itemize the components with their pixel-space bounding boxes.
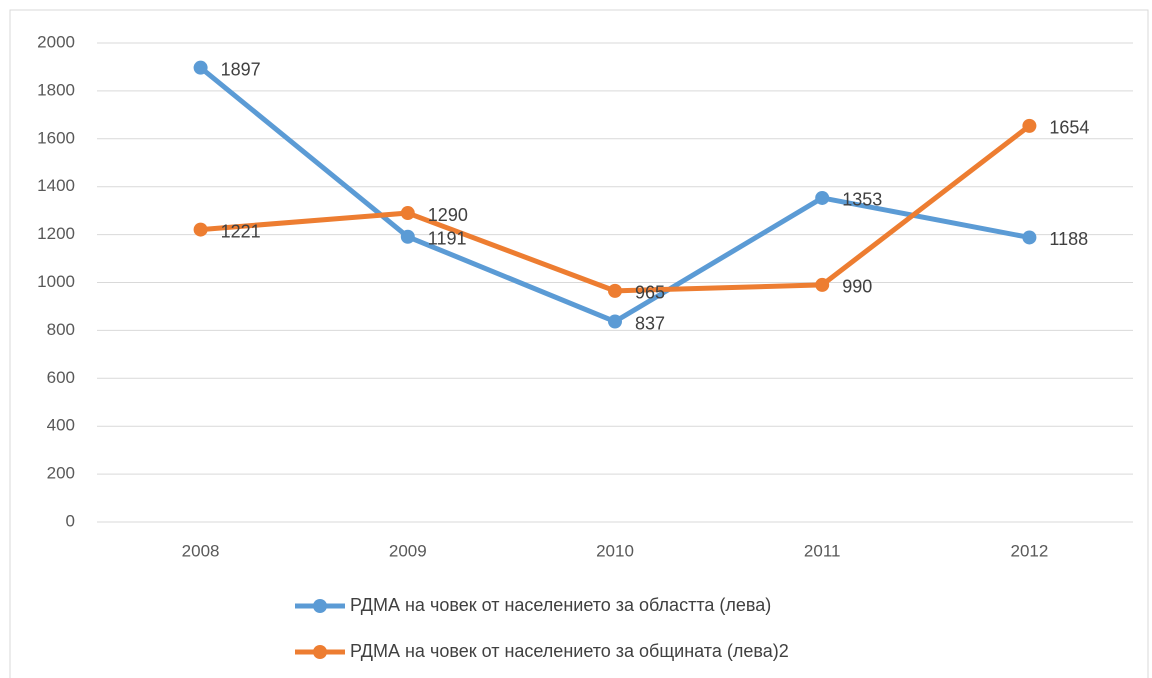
y-tick-label: 1200 (37, 224, 75, 243)
data-label: 1191 (428, 229, 467, 249)
y-tick-label: 1400 (37, 176, 75, 195)
y-tick-label: 1800 (37, 80, 75, 99)
data-label: 837 (635, 313, 665, 333)
data-label: 1897 (221, 59, 261, 79)
y-tick-label: 400 (47, 416, 75, 435)
data-label: 965 (635, 283, 665, 303)
data-label: 1290 (428, 205, 468, 225)
x-tick-label: 2009 (389, 541, 427, 560)
series-line (199, 65, 1030, 325)
y-tick-label: 0 (66, 511, 75, 530)
point (608, 283, 622, 298)
data-label: 1353 (842, 190, 882, 210)
point (193, 222, 208, 237)
y-tick-label: 2000 (37, 32, 75, 51)
point (1022, 230, 1037, 245)
point (193, 60, 208, 75)
legend-marker (313, 645, 327, 659)
legend-label: РДМА на човек от населението за областта… (350, 595, 771, 615)
point (400, 229, 415, 244)
point (1022, 118, 1037, 133)
series-line (200, 123, 1031, 294)
legend-label: РДМА на човек от населението за общината… (350, 641, 789, 661)
y-tick-label: 200 (47, 464, 75, 483)
point (400, 206, 415, 221)
y-tick-label: 600 (47, 368, 75, 387)
x-tick-label: 2012 (1010, 541, 1048, 560)
x-tick-label: 2011 (804, 541, 841, 560)
data-label: 1221 (221, 221, 261, 241)
data-label: 1188 (1049, 229, 1088, 249)
y-tick-label: 1000 (37, 272, 75, 291)
y-tick-label: 800 (47, 320, 75, 339)
x-tick-label: 2010 (596, 541, 634, 560)
point (815, 277, 830, 292)
x-tick-label: 2008 (182, 541, 220, 560)
legend-marker (313, 599, 327, 613)
data-label: 1654 (1049, 118, 1089, 138)
data-label: 990 (842, 277, 872, 297)
chart-frame (9, 9, 1149, 678)
point (815, 190, 830, 205)
point (608, 314, 622, 329)
y-tick-label: 1600 (37, 128, 75, 147)
